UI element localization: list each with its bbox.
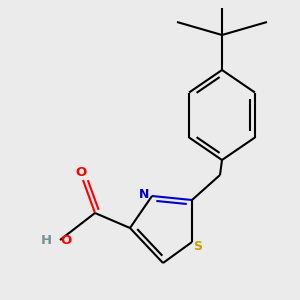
Text: O: O	[60, 233, 72, 247]
Text: N: N	[139, 188, 149, 200]
Text: H: H	[40, 233, 52, 247]
Text: O: O	[75, 166, 87, 178]
Text: S: S	[194, 241, 202, 254]
